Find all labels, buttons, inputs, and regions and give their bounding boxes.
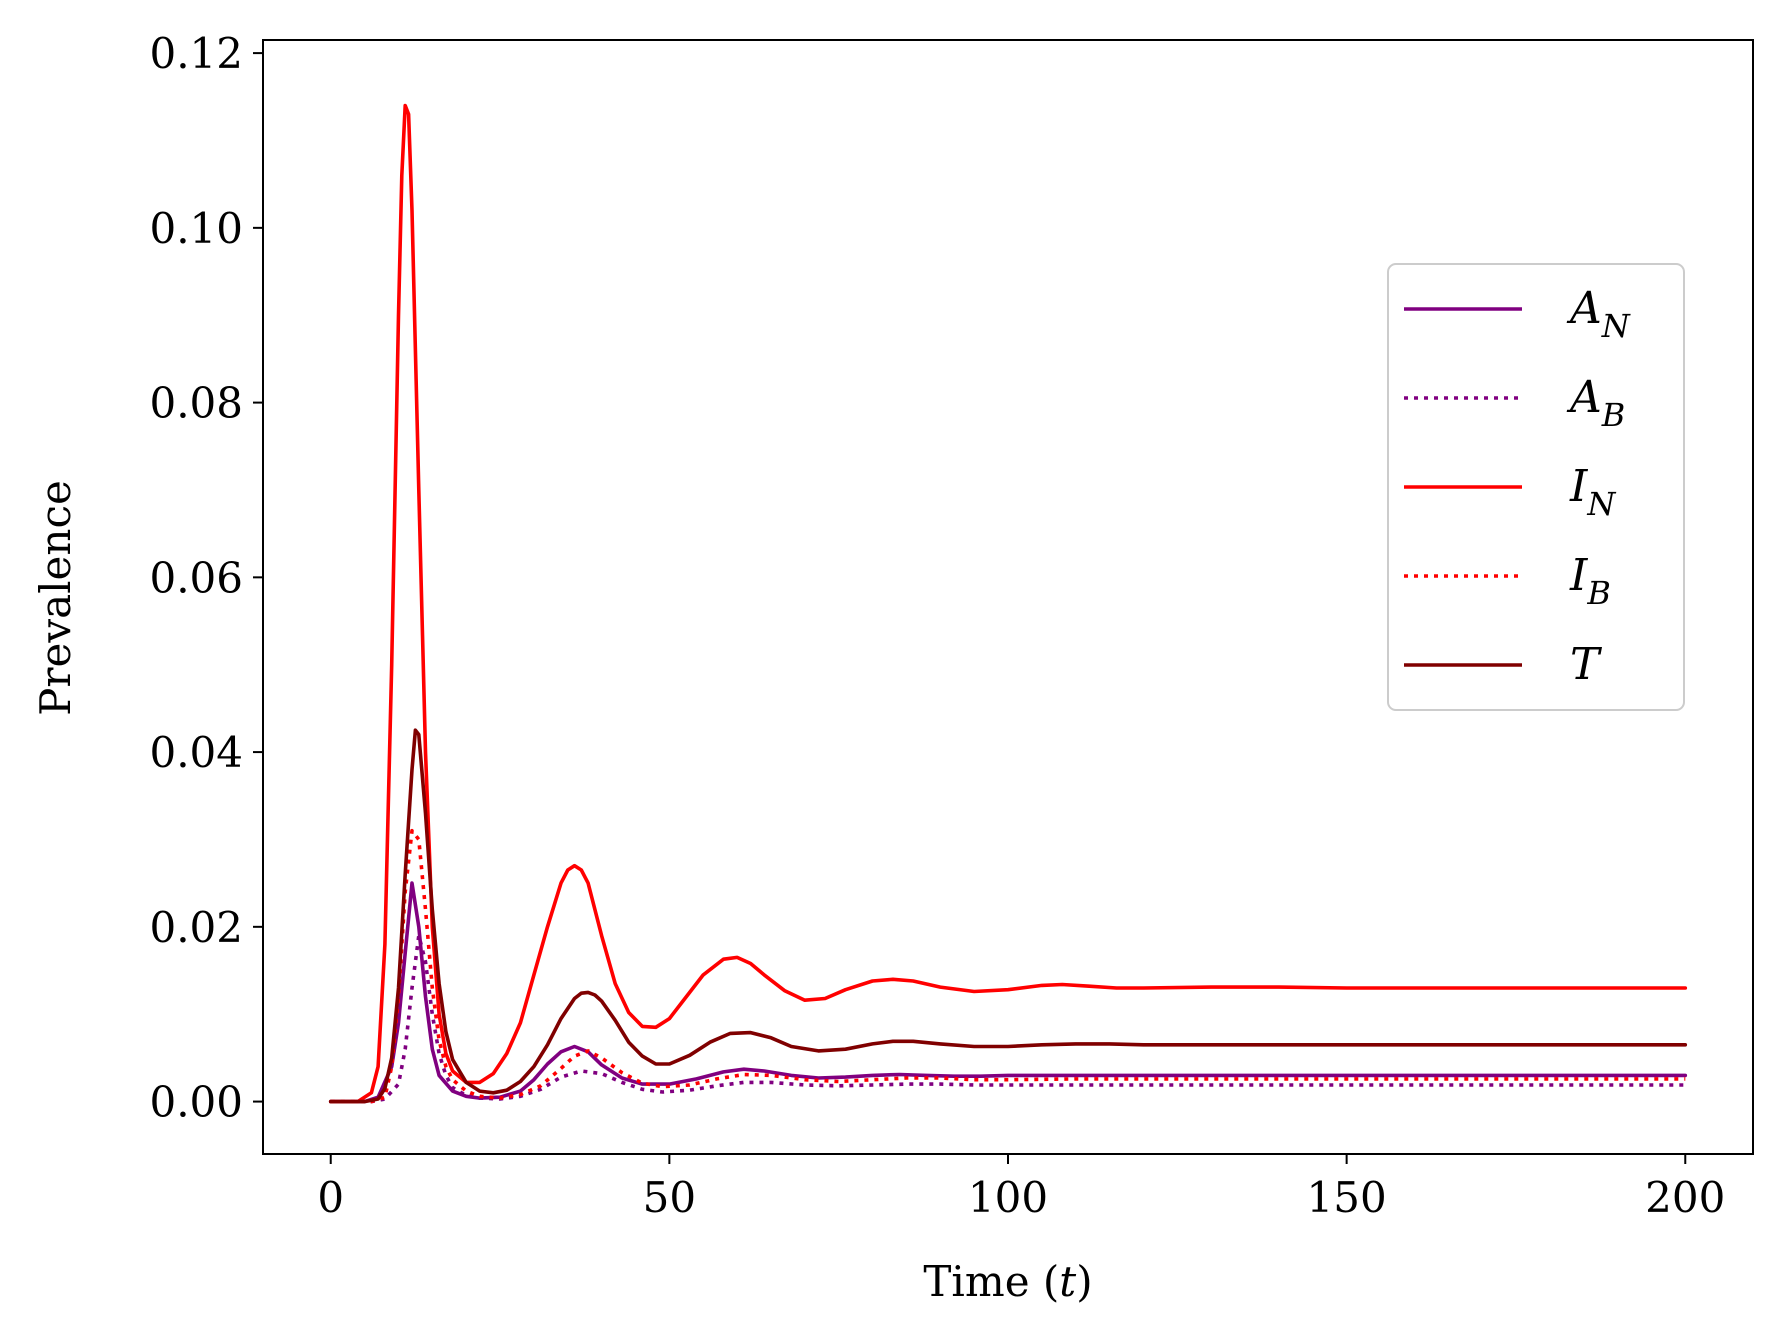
y-tick-label: 0.08 [149, 379, 243, 428]
series-line-a-n [328, 881, 1688, 1104]
legend-label-a-b: AB [1566, 372, 1625, 434]
legend-label-main: I [1569, 550, 1589, 601]
legend-label-main: T [1570, 639, 1603, 690]
legend-label-i-b: IB [1569, 550, 1611, 612]
y-tick-label: 0.06 [149, 553, 243, 602]
legend-label-main: A [1566, 283, 1602, 334]
y-axis: 0.00 0.02 0.04 0.06 0.08 0.10 0.12 [149, 29, 263, 1127]
series-line-a-b [330, 933, 1686, 1104]
x-tick-label: 100 [968, 1173, 1048, 1222]
y-tick-label: 0.00 [149, 1078, 243, 1127]
series-layer [328, 103, 1688, 1104]
x-tick-label: 150 [1307, 1173, 1387, 1222]
x-tick-label: 0 [317, 1173, 344, 1222]
series-line-i-n [328, 103, 1688, 1104]
legend-label-subscript: N [1586, 485, 1616, 523]
legend-label-subscript: B [1601, 396, 1626, 434]
y-tick-label: 0.02 [149, 903, 243, 952]
y-axis-title: Prevalence [31, 480, 80, 716]
x-axis-title: Time (t) [923, 1257, 1092, 1306]
series-line-i-b [330, 828, 1686, 1104]
y-tick-label: 0.10 [149, 204, 243, 253]
legend-label-a-n: AN [1566, 283, 1631, 345]
legend-label-main: A [1566, 372, 1602, 423]
x-axis-title-suffix: ) [1076, 1257, 1092, 1306]
x-axis-title-variable: t [1059, 1257, 1076, 1306]
legend-label-t: T [1570, 639, 1603, 690]
legend-label-main: I [1569, 461, 1589, 512]
y-tick-label: 0.04 [149, 728, 243, 777]
x-axis: 0 50 100 150 200 [317, 1154, 1725, 1222]
legend-label-subscript: B [1586, 574, 1611, 612]
x-tick-label: 200 [1645, 1173, 1725, 1222]
legend-label-subscript: N [1601, 307, 1631, 345]
series-line-t [328, 728, 1688, 1104]
y-tick-label: 0.12 [149, 29, 243, 78]
legend-frame [1387, 263, 1685, 711]
legend-label-i-n: IN [1569, 461, 1616, 523]
x-tick-label: 50 [643, 1173, 696, 1222]
x-axis-title-prefix: Time ( [923, 1257, 1059, 1306]
